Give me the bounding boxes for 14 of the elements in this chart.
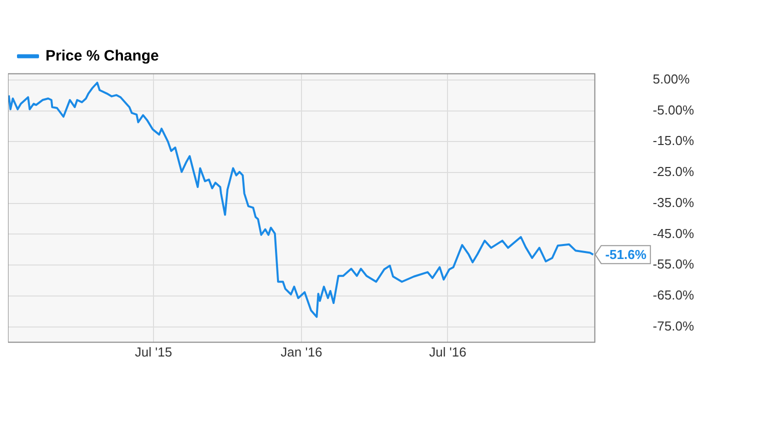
y-tick-label: -35.0% xyxy=(652,194,694,210)
x-tick-label: Jul '16 xyxy=(429,344,466,360)
y-tick-label: -65.0% xyxy=(652,288,694,302)
y-tick-label: -75.0% xyxy=(652,318,694,334)
annotation: -51.6% xyxy=(605,247,647,262)
x-tick-label: Jul '15 xyxy=(134,344,172,360)
y-tick-label: -25.0% xyxy=(652,164,694,180)
y-tick-label: -55.0% xyxy=(652,256,694,272)
y-tick-label: -5.00% xyxy=(652,102,694,118)
x-tick-label: Jan '16 xyxy=(280,344,322,360)
legend-label: Price % Change xyxy=(46,47,159,64)
y-tick-label: -15.0% xyxy=(652,133,694,148)
y-tick-label: -45.0% xyxy=(652,226,694,241)
y-tick-label: 5.00% xyxy=(652,72,690,87)
